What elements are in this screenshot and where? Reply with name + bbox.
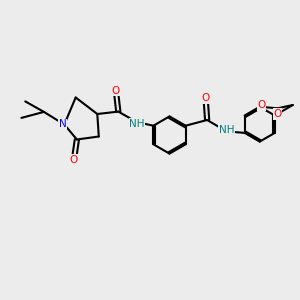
Text: NH: NH	[219, 125, 234, 135]
Text: O: O	[202, 93, 210, 103]
Text: O: O	[112, 85, 120, 96]
Text: O: O	[274, 109, 282, 119]
Text: NH: NH	[129, 118, 145, 129]
Text: O: O	[70, 155, 78, 165]
Text: O: O	[257, 100, 265, 110]
Text: N: N	[59, 119, 67, 130]
